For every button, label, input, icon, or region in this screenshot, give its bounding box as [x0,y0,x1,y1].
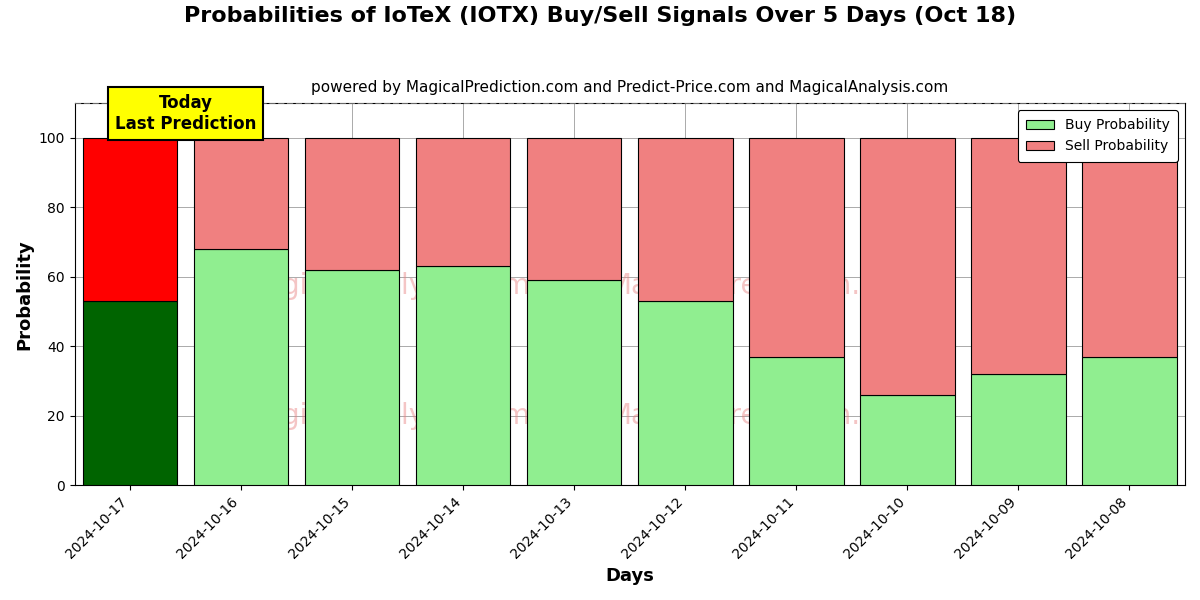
Bar [638,138,732,301]
Bar [194,138,288,249]
Bar [416,266,510,485]
Title: powered by MagicalPrediction.com and Predict-Price.com and MagicalAnalysis.com: powered by MagicalPrediction.com and Pre… [311,80,948,95]
Legend: Buy Probability, Sell Probability: Buy Probability, Sell Probability [1018,110,1178,161]
Bar [1082,356,1177,485]
Bar [527,138,622,280]
Bar [1082,138,1177,356]
Y-axis label: Probability: Probability [16,239,34,350]
Bar [416,138,510,266]
Bar [749,356,844,485]
Bar [749,138,844,356]
Text: MagicalAnalysis.com: MagicalAnalysis.com [241,272,530,301]
Text: Probabilities of IoTeX (IOTX) Buy/Sell Signals Over 5 Days (Oct 18): Probabilities of IoTeX (IOTX) Buy/Sell S… [184,6,1016,26]
X-axis label: Days: Days [605,567,654,585]
Bar [860,138,955,395]
Bar [860,395,955,485]
Bar [305,138,400,270]
Text: MagicalPrediction.com: MagicalPrediction.com [607,272,919,301]
Text: MagicalAnalysis.com: MagicalAnalysis.com [241,403,530,430]
Text: Today
Last Prediction: Today Last Prediction [115,94,257,133]
Bar [83,138,178,301]
Bar [527,280,622,485]
Bar [971,138,1066,374]
Bar [971,374,1066,485]
Bar [194,249,288,485]
Bar [638,301,732,485]
Bar [83,301,178,485]
Bar [305,270,400,485]
Text: MagicalPrediction.com: MagicalPrediction.com [607,403,919,430]
